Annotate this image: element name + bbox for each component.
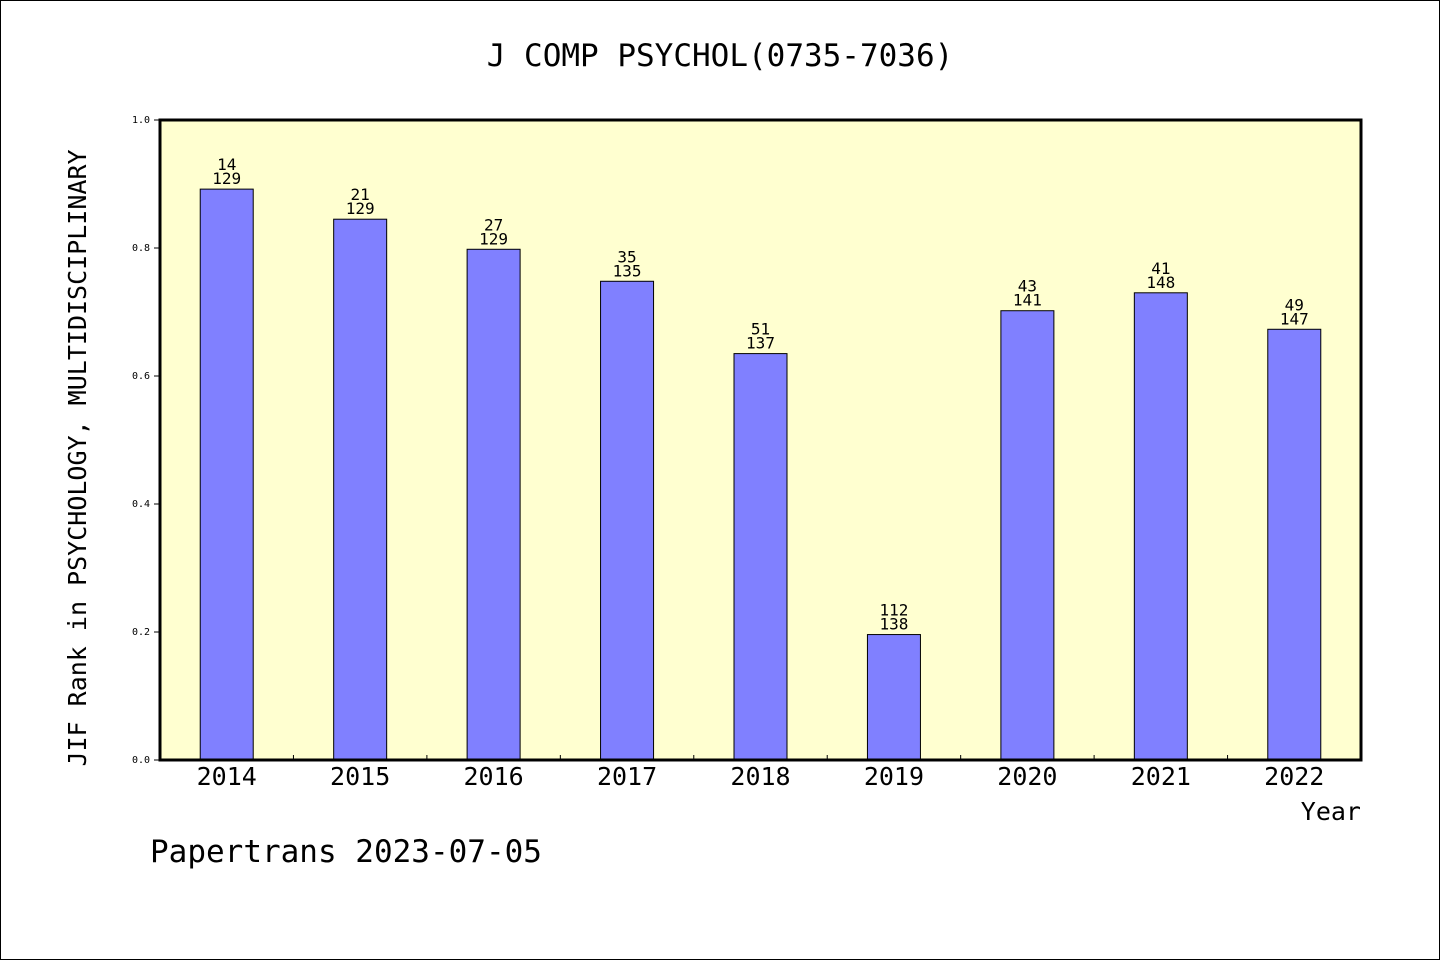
bar-2020 — [1000, 310, 1055, 761]
y-tick-label: 0.4 — [132, 499, 150, 510]
y-tick-label: 1.0 — [132, 115, 150, 126]
x-tick-label: 2016 — [464, 762, 524, 791]
bar-total-label: 141 — [1013, 291, 1042, 310]
bar-2014 — [199, 188, 254, 761]
y-tick-label: 0.2 — [132, 627, 150, 638]
x-tick-label: 2015 — [330, 762, 390, 791]
x-tick-label: 2022 — [1264, 762, 1324, 791]
y-tick-label: 0.0 — [132, 755, 150, 766]
footer-text: Papertrans 2023-07-05 — [150, 834, 542, 870]
bar-rank-label: 49 — [1285, 295, 1304, 314]
bar-2018 — [733, 353, 788, 761]
plot-border — [158, 118, 1363, 762]
bar-labels: 1412921129271293513551137112138431414114… — [212, 155, 1308, 633]
x-tick-labels: 2014 2015 2016 2017 2018 2019 2020 2021 2022 — [197, 762, 1325, 791]
bar-2015 — [333, 218, 388, 761]
bar-2022 — [1267, 328, 1322, 761]
bar-rank-label: 41 — [1151, 259, 1170, 278]
bar-rank-label: 14 — [217, 155, 236, 174]
bar-2017 — [600, 280, 655, 761]
bar-rank-label: 27 — [484, 215, 503, 234]
y-tick-label: 0.6 — [132, 371, 150, 382]
x-tick-label: 2019 — [864, 762, 924, 791]
bar-total-label: 129 — [479, 229, 508, 248]
bar-total-label: 129 — [212, 169, 241, 188]
x-tick-label: 2018 — [730, 762, 790, 791]
bar-rank-label: 35 — [617, 247, 636, 266]
bar-total-label: 148 — [1146, 273, 1175, 292]
bar-total-label: 135 — [613, 261, 642, 280]
y-axis: 0.0 0.2 0.4 0.6 0.8 1.0 — [132, 115, 160, 766]
bar-rank-label: 43 — [1018, 277, 1037, 296]
y-tick-label: 0.8 — [132, 243, 150, 254]
bar-total-label: 137 — [746, 334, 775, 353]
x-tick-label: 2020 — [997, 762, 1057, 791]
x-tick-label: 2021 — [1131, 762, 1191, 791]
bar-total-label: 147 — [1280, 309, 1309, 328]
bar-rank-label: 51 — [751, 320, 770, 339]
bar-2021 — [1133, 292, 1188, 761]
bar-total-label: 138 — [879, 615, 908, 634]
y-axis-label: JIF Rank in PSYCHOLOGY, MULTIDISCIPLINAR… — [63, 149, 92, 766]
bar-2019 — [866, 634, 921, 761]
bar-total-label: 129 — [346, 199, 375, 218]
x-tick-label: 2017 — [597, 762, 657, 791]
bar-rank-label: 21 — [351, 185, 370, 204]
x-tick-label: 2014 — [197, 762, 257, 791]
bar-rank-label: 112 — [879, 601, 908, 620]
x-axis-label: Year — [1301, 797, 1361, 826]
bar-2016 — [466, 248, 521, 761]
bars — [199, 188, 1322, 761]
chart-title: J COMP PSYCHOL(0735-7036) — [487, 38, 954, 74]
